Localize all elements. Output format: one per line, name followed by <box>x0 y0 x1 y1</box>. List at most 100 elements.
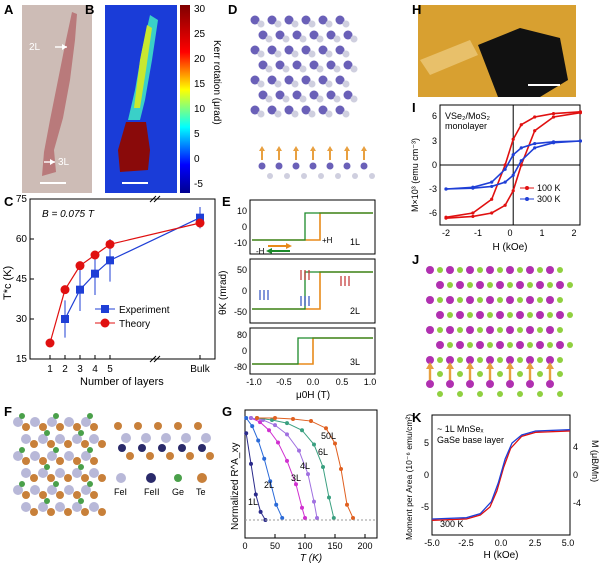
curve-4L <box>250 417 318 519</box>
atom-mn <box>496 311 504 319</box>
curve-label: 6L <box>318 447 328 457</box>
atom-light <box>325 50 333 58</box>
atom-se <box>457 297 463 303</box>
x-tick: 100 <box>297 541 312 551</box>
kerr-map-2l-core <box>134 25 152 108</box>
panel-k: K ~ 1L MnSeₓ GaSe base layer 300 K -5.0 … <box>404 410 600 561</box>
data-point <box>306 472 310 477</box>
atom-te <box>56 491 64 499</box>
y-tick: 45 <box>16 274 28 285</box>
atom-se <box>437 297 443 303</box>
atom-light <box>291 50 299 58</box>
atom-light <box>316 95 324 103</box>
atom-se <box>437 357 443 363</box>
atom-light <box>291 20 299 28</box>
atom-fe1 <box>21 502 31 512</box>
data-point <box>255 416 259 420</box>
colorbar-label: Kerr rotation (μrad) <box>211 40 222 125</box>
legend-label-fe1: FeI <box>114 487 127 497</box>
spin-arrow-head <box>486 362 494 369</box>
atom-ge <box>53 447 59 453</box>
data-point <box>511 137 515 141</box>
x-tick: 1 <box>539 228 544 238</box>
y-tick: -10 <box>234 238 247 248</box>
y-tick: 6 <box>432 111 437 121</box>
atom-dark <box>250 105 260 115</box>
atom-fe1 <box>64 485 74 495</box>
x-ticks: 1 2 3 4 5 Bulk <box>47 364 211 375</box>
x-tick: 200 <box>357 541 372 551</box>
atom-light <box>308 50 316 58</box>
atom-mn <box>426 356 434 364</box>
x-tick: -1.0 <box>246 377 262 387</box>
atom-mn <box>466 296 474 304</box>
flake-shape <box>42 12 77 176</box>
atom-dark <box>301 15 311 25</box>
sweep-down-branch <box>252 271 373 310</box>
atom-mn <box>556 341 564 349</box>
data-point <box>253 492 258 497</box>
plot-g-data <box>244 416 377 538</box>
data-point <box>551 111 556 116</box>
atom-fe1 <box>81 451 91 461</box>
atom-light <box>335 173 341 179</box>
atom-mn <box>446 296 454 304</box>
atom-mn <box>536 281 544 289</box>
atom-te <box>98 474 106 482</box>
atom-te <box>64 474 72 482</box>
atom-te <box>154 422 162 430</box>
y-tick: 0 <box>242 346 247 356</box>
atom-fe1 <box>55 468 65 478</box>
data-point <box>274 502 279 507</box>
atom-dark <box>335 15 345 25</box>
spin-arrow-head <box>310 146 316 151</box>
data-point <box>294 482 298 487</box>
y-tick: 3 <box>432 136 437 146</box>
atom-se <box>507 342 513 348</box>
atom-dark <box>309 90 319 100</box>
atom-fe1 <box>72 468 82 478</box>
data-point <box>511 189 515 193</box>
atom-fe1 <box>161 433 171 443</box>
atom-light <box>342 50 350 58</box>
data-point <box>312 499 316 504</box>
atom-te <box>64 440 72 448</box>
atom-mn <box>436 281 444 289</box>
atom-se <box>497 391 503 397</box>
atom-light <box>325 20 333 28</box>
experiment-point <box>61 315 69 323</box>
legend-marker-theory <box>100 318 110 328</box>
atom-se <box>507 312 513 318</box>
panel-letter-h: H <box>412 2 421 17</box>
y-axis-label-right: M (μB/Mn) <box>590 440 600 482</box>
atom-te <box>64 508 72 516</box>
data-point <box>519 146 523 150</box>
y-tick: -4 <box>573 498 581 508</box>
x-tick: 0.0 <box>307 377 320 387</box>
atom-light <box>350 65 358 73</box>
atom-se <box>487 342 493 348</box>
atom-se <box>527 342 533 348</box>
spin-arrow-head <box>506 362 514 369</box>
atom-te <box>114 422 122 430</box>
atom-se <box>457 357 463 363</box>
data-point <box>511 173 515 177</box>
arrow-3l-head <box>50 159 55 165</box>
atom-dark <box>360 162 368 170</box>
data-point <box>578 110 583 114</box>
x-axis-label: H (kOe) <box>493 242 528 253</box>
atom-mn <box>466 380 474 388</box>
panel-letter-k: K <box>412 410 422 425</box>
atom-se <box>457 267 463 273</box>
legend-label-experiment: Experiment <box>119 305 170 316</box>
theory-point <box>90 250 100 260</box>
data-point <box>471 211 475 215</box>
panel-letter-e: E <box>222 194 231 209</box>
atom-dark <box>335 75 345 85</box>
spin-arrow-head <box>276 146 282 151</box>
colorbar <box>180 5 190 193</box>
cbar-tick: 15 <box>194 79 206 90</box>
afm-dark-region <box>478 28 568 97</box>
lattice-top-view <box>250 15 358 118</box>
x-axis-label: T (K) <box>300 553 322 563</box>
